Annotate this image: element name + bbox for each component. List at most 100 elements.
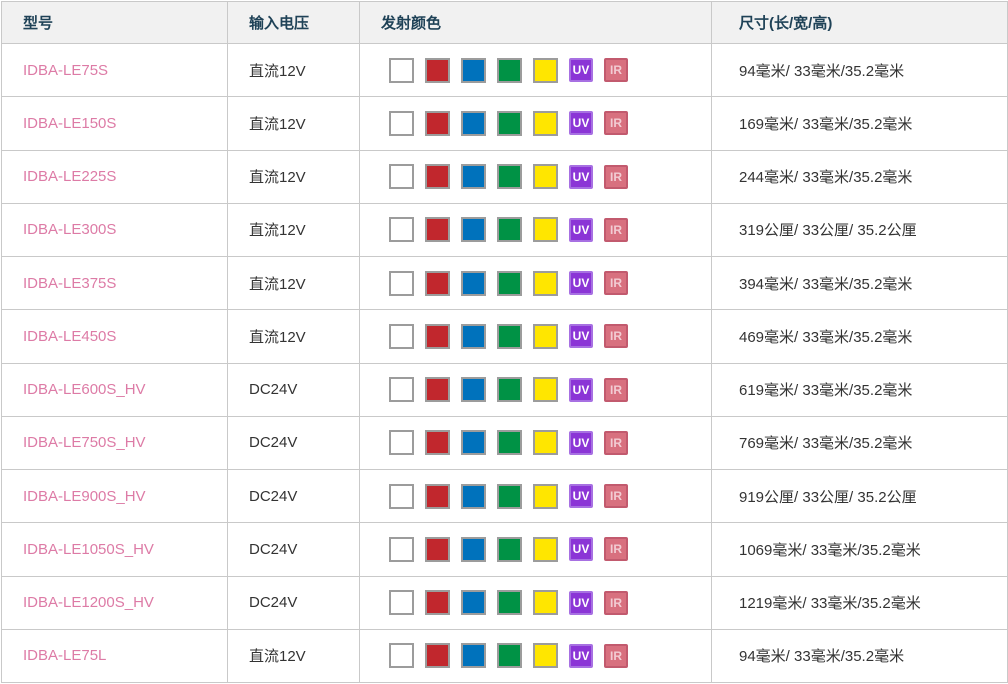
emission-color-cell: UV IR — [359, 202, 712, 258]
ir-badge: IR — [604, 377, 628, 402]
dimensions-cell: 1219毫米/ 33毫米/35.2毫米 — [711, 575, 1008, 630]
dimensions-cell: 244毫米/ 33毫米/35.2毫米 — [711, 149, 1008, 204]
table-row: IDBA-LE150S 直流12V UV IR 169毫米/ 33毫米/35.2毫米 — [1, 96, 1008, 151]
color-swatch-white — [389, 536, 414, 562]
model-cell: IDBA-LE750S_HV — [1, 415, 228, 471]
color-swatch-green — [497, 270, 522, 296]
model-link[interactable]: IDBA-LE1200S_HV — [23, 594, 154, 612]
color-swatch-blue — [461, 643, 486, 669]
color-swatch-red — [425, 483, 450, 509]
color-swatch-blue — [461, 164, 486, 190]
uv-badge: UV — [569, 271, 593, 296]
uv-badge: UV — [569, 643, 593, 668]
dimensions-cell: 469毫米/ 33毫米/35.2毫米 — [711, 309, 1008, 364]
uv-badge: UV — [569, 324, 593, 349]
color-swatch-blue — [461, 536, 486, 562]
emission-color-cell: UV IR — [359, 149, 712, 204]
model-link[interactable]: IDBA-LE375S — [23, 274, 117, 292]
ir-badge: IR — [604, 58, 628, 83]
dimensions-cell: 1069毫米/ 33毫米/35.2毫米 — [711, 522, 1008, 577]
ir-badge: IR — [604, 643, 628, 668]
color-swatch-red — [425, 377, 450, 403]
color-swatch-yellow — [533, 323, 558, 349]
color-swatch-yellow — [533, 217, 558, 243]
color-swatch-blue — [461, 110, 486, 136]
column-header-voltage: 输入电压 — [227, 1, 360, 44]
color-swatch-green — [497, 536, 522, 562]
color-swatch-red — [425, 536, 450, 562]
ir-badge: IR — [604, 217, 628, 242]
ir-badge: IR — [604, 271, 628, 296]
color-swatch-blue — [461, 483, 486, 509]
emission-color-cell: UV IR — [359, 575, 712, 630]
dimensions-cell: 94毫米/ 33毫米/35.2毫米 — [711, 628, 1008, 684]
color-swatch-blue — [461, 270, 486, 296]
color-swatch-green — [497, 643, 522, 669]
color-swatch-white — [389, 483, 414, 509]
model-cell: IDBA-LE150S — [1, 96, 228, 151]
table-row: IDBA-LE225S 直流12V UV IR 244毫米/ 33毫米/35.2毫米 — [1, 149, 1008, 204]
model-link[interactable]: IDBA-LE450S — [23, 327, 117, 345]
color-swatch-green — [497, 57, 522, 83]
color-swatch-white — [389, 164, 414, 190]
color-swatch-red — [425, 110, 450, 136]
uv-badge: UV — [569, 111, 593, 136]
table-row: IDBA-LE375S 直流12V UV IR 394毫米/ 33毫米/35.2毫米 — [1, 255, 1008, 311]
model-link[interactable]: IDBA-LE1050S_HV — [23, 540, 154, 558]
voltage-cell: DC24V — [227, 415, 360, 471]
dimensions-cell: 394毫米/ 33毫米/35.2毫米 — [711, 255, 1008, 311]
color-swatch-green — [497, 164, 522, 190]
color-swatch-green — [497, 590, 522, 616]
color-swatch-red — [425, 590, 450, 616]
ir-badge: IR — [604, 484, 628, 509]
color-swatch-blue — [461, 323, 486, 349]
color-swatch-red — [425, 323, 450, 349]
uv-badge: UV — [569, 217, 593, 242]
dimensions-cell: 319公厘/ 33公厘/ 35.2公厘 — [711, 202, 1008, 258]
color-swatch-green — [497, 430, 522, 456]
table-row: IDBA-LE1200S_HV DC24V UV IR 1219毫米/ 33毫米/35.… — [1, 575, 1008, 630]
model-link[interactable]: IDBA-LE750S_HV — [23, 434, 146, 452]
color-swatch-blue — [461, 217, 486, 243]
color-swatch-blue — [461, 590, 486, 616]
model-link[interactable]: IDBA-LE225S — [23, 168, 117, 186]
model-link[interactable]: IDBA-LE75L — [23, 647, 107, 665]
color-swatch-white — [389, 377, 414, 403]
color-swatch-green — [497, 377, 522, 403]
voltage-cell: DC24V — [227, 468, 360, 524]
ir-badge: IR — [604, 590, 628, 615]
color-swatch-green — [497, 110, 522, 136]
color-swatch-blue — [461, 377, 486, 403]
color-swatch-white — [389, 217, 414, 243]
voltage-cell: DC24V — [227, 522, 360, 577]
table-row: IDBA-LE75L 直流12V UV IR 94毫米/ 33毫米/35.2毫米 — [1, 628, 1008, 684]
emission-color-cell: UV IR — [359, 415, 712, 471]
model-link[interactable]: IDBA-LE75S — [23, 61, 109, 79]
model-cell: IDBA-LE1050S_HV — [1, 522, 228, 577]
color-swatch-green — [497, 483, 522, 509]
color-swatch-white — [389, 57, 414, 83]
voltage-cell: DC24V — [227, 575, 360, 630]
emission-color-cell: UV IR — [359, 96, 712, 151]
dimensions-cell: 94毫米/ 33毫米/35.2毫米 — [711, 42, 1008, 98]
dimensions-cell: 619毫米/ 33毫米/35.2毫米 — [711, 362, 1008, 417]
model-link[interactable]: IDBA-LE900S_HV — [23, 487, 146, 505]
voltage-cell: 直流12V — [227, 202, 360, 258]
voltage-cell: 直流12V — [227, 149, 360, 204]
model-link[interactable]: IDBA-LE300S — [23, 221, 117, 239]
model-link[interactable]: IDBA-LE150S — [23, 114, 117, 132]
emission-color-cell: UV IR — [359, 522, 712, 577]
ir-badge: IR — [604, 164, 628, 189]
header-row: 型号 输入电压 发射颜色 尺寸(长/宽/高) — [1, 1, 1008, 44]
color-swatch-red — [425, 57, 450, 83]
uv-badge: UV — [569, 430, 593, 455]
model-cell: IDBA-LE75L — [1, 628, 228, 684]
ir-badge: IR — [604, 430, 628, 455]
voltage-cell: 直流12V — [227, 628, 360, 684]
color-swatch-red — [425, 643, 450, 669]
voltage-cell: DC24V — [227, 362, 360, 417]
color-swatch-yellow — [533, 590, 558, 616]
emission-color-cell: UV IR — [359, 628, 712, 684]
model-link[interactable]: IDBA-LE600S_HV — [23, 381, 146, 399]
